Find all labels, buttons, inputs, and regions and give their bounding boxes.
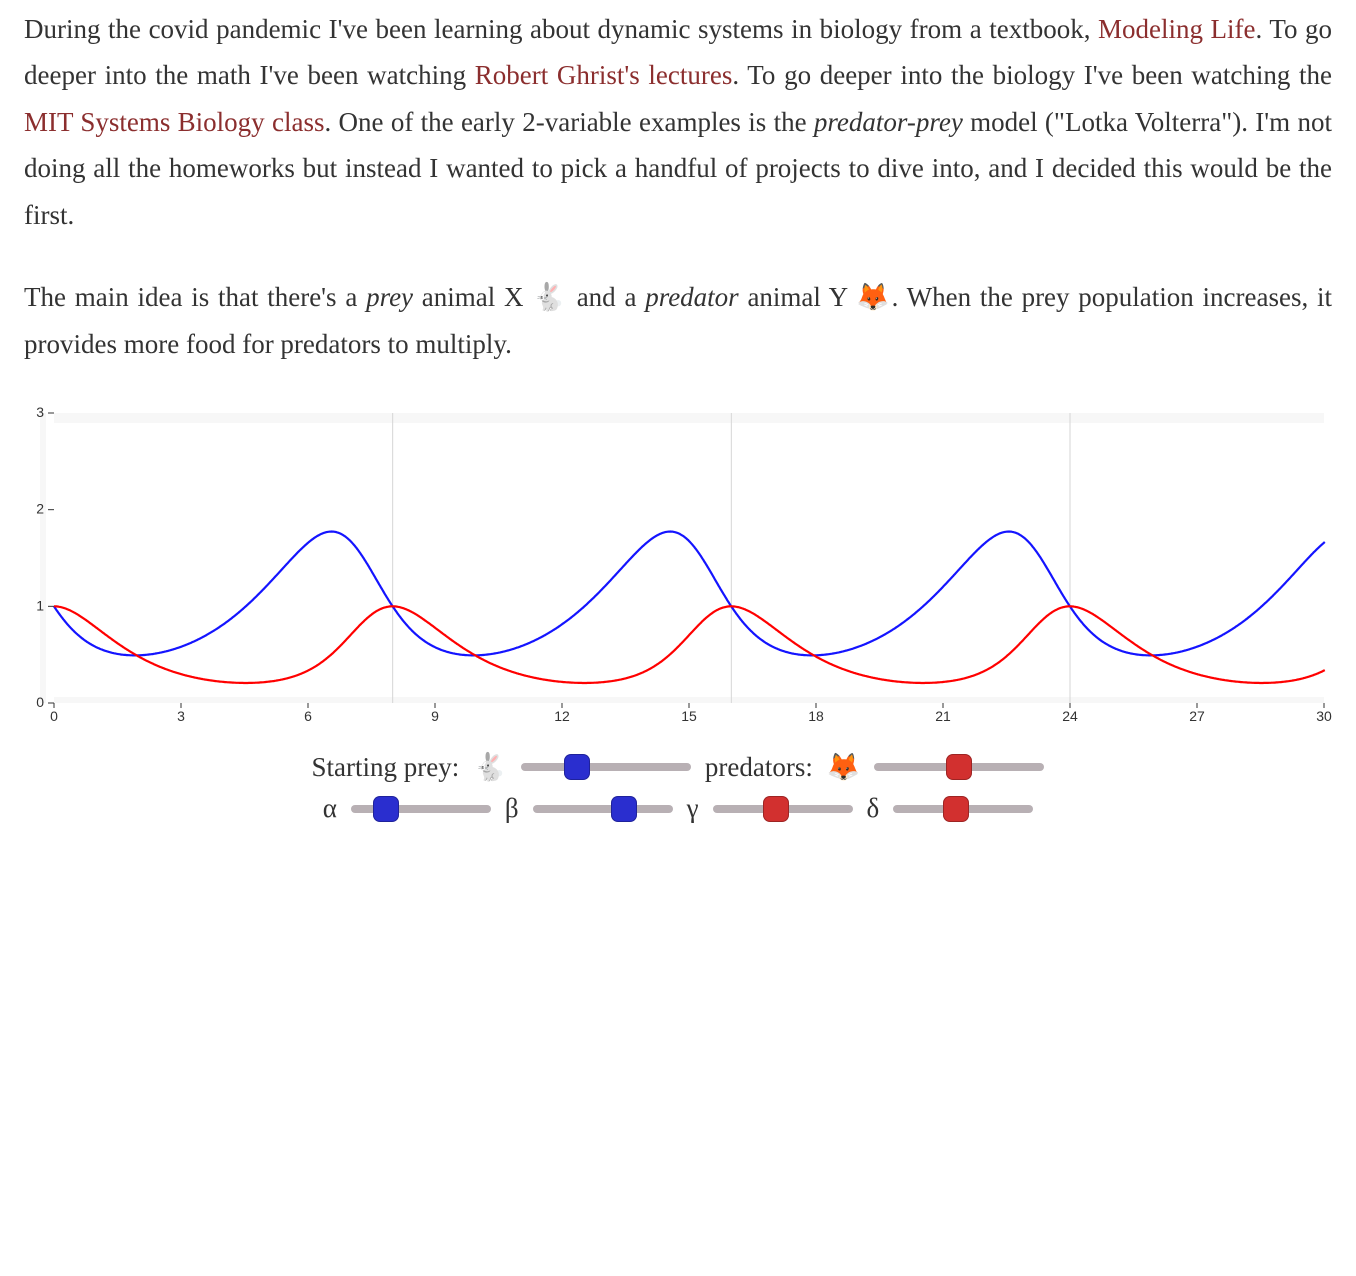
intro-paragraph-1: During the covid pandemic I've been lear… (24, 6, 1332, 238)
svg-text:3: 3 (177, 708, 185, 724)
text: . One of the early 2-variable examples i… (324, 107, 813, 137)
svg-text:0: 0 (50, 708, 58, 724)
slider-beta[interactable] (533, 795, 673, 823)
fox-icon: 🦊 (856, 281, 892, 313)
emphasis-predator-prey: predator-prey (814, 107, 963, 137)
controls-row-1: Starting prey: 🐇 predators: 🦊 (312, 751, 1045, 783)
predator-prey-chart: 0123036912151821242730 (24, 403, 1332, 743)
text: The main idea is that there's a (24, 282, 366, 312)
intro-paragraph-2: The main idea is that there's a prey ani… (24, 274, 1332, 367)
prey-line (54, 532, 1325, 656)
svg-text:27: 27 (1189, 708, 1205, 724)
svg-text:18: 18 (808, 708, 824, 724)
svg-text:30: 30 (1316, 708, 1332, 724)
text: animal Y (739, 282, 856, 312)
fox-icon: 🦊 (827, 751, 861, 783)
svg-text:2: 2 (36, 501, 44, 517)
label-gamma: γ (687, 793, 699, 824)
svg-text:0: 0 (36, 694, 44, 710)
label-alpha: α (323, 793, 337, 824)
slider-alpha[interactable] (351, 795, 491, 823)
slider-gamma[interactable] (713, 795, 853, 823)
svg-text:21: 21 (935, 708, 951, 724)
text: and a (568, 282, 645, 312)
svg-text:24: 24 (1062, 708, 1078, 724)
emphasis-predator: predator (645, 282, 739, 312)
rabbit-icon: 🐇 (532, 281, 568, 313)
text: . To go deeper into the biology I've bee… (732, 60, 1332, 90)
predator-line (54, 606, 1325, 683)
svg-text:15: 15 (681, 708, 697, 724)
svg-text:3: 3 (36, 404, 44, 420)
slider-starting-predators[interactable] (874, 753, 1044, 781)
link-mit-sysbio[interactable]: MIT Systems Biology class (24, 107, 324, 137)
svg-text:1: 1 (36, 597, 44, 613)
emphasis-prey: prey (366, 282, 413, 312)
svg-text:9: 9 (431, 708, 439, 724)
chart-svg: 0123036912151821242730 (24, 403, 1332, 743)
rabbit-icon: 🐇 (473, 751, 507, 783)
text: animal X (413, 282, 532, 312)
controls-panel: Starting prey: 🐇 predators: 🦊 α β γ δ (24, 751, 1332, 824)
text: During the covid pandemic I've been lear… (24, 14, 1098, 44)
label-beta: β (505, 793, 519, 824)
label-predators: predators: (705, 752, 813, 783)
slider-delta[interactable] (893, 795, 1033, 823)
controls-row-2: α β γ δ (323, 793, 1034, 824)
svg-text:6: 6 (304, 708, 312, 724)
link-modeling-life[interactable]: Modeling Life (1098, 14, 1256, 44)
label-starting-prey: Starting prey: (312, 752, 460, 783)
svg-text:12: 12 (554, 708, 570, 724)
label-delta: δ (867, 793, 880, 824)
slider-starting-prey[interactable] (521, 753, 691, 781)
link-ghrist-lectures[interactable]: Robert Ghrist's lectures (475, 60, 733, 90)
